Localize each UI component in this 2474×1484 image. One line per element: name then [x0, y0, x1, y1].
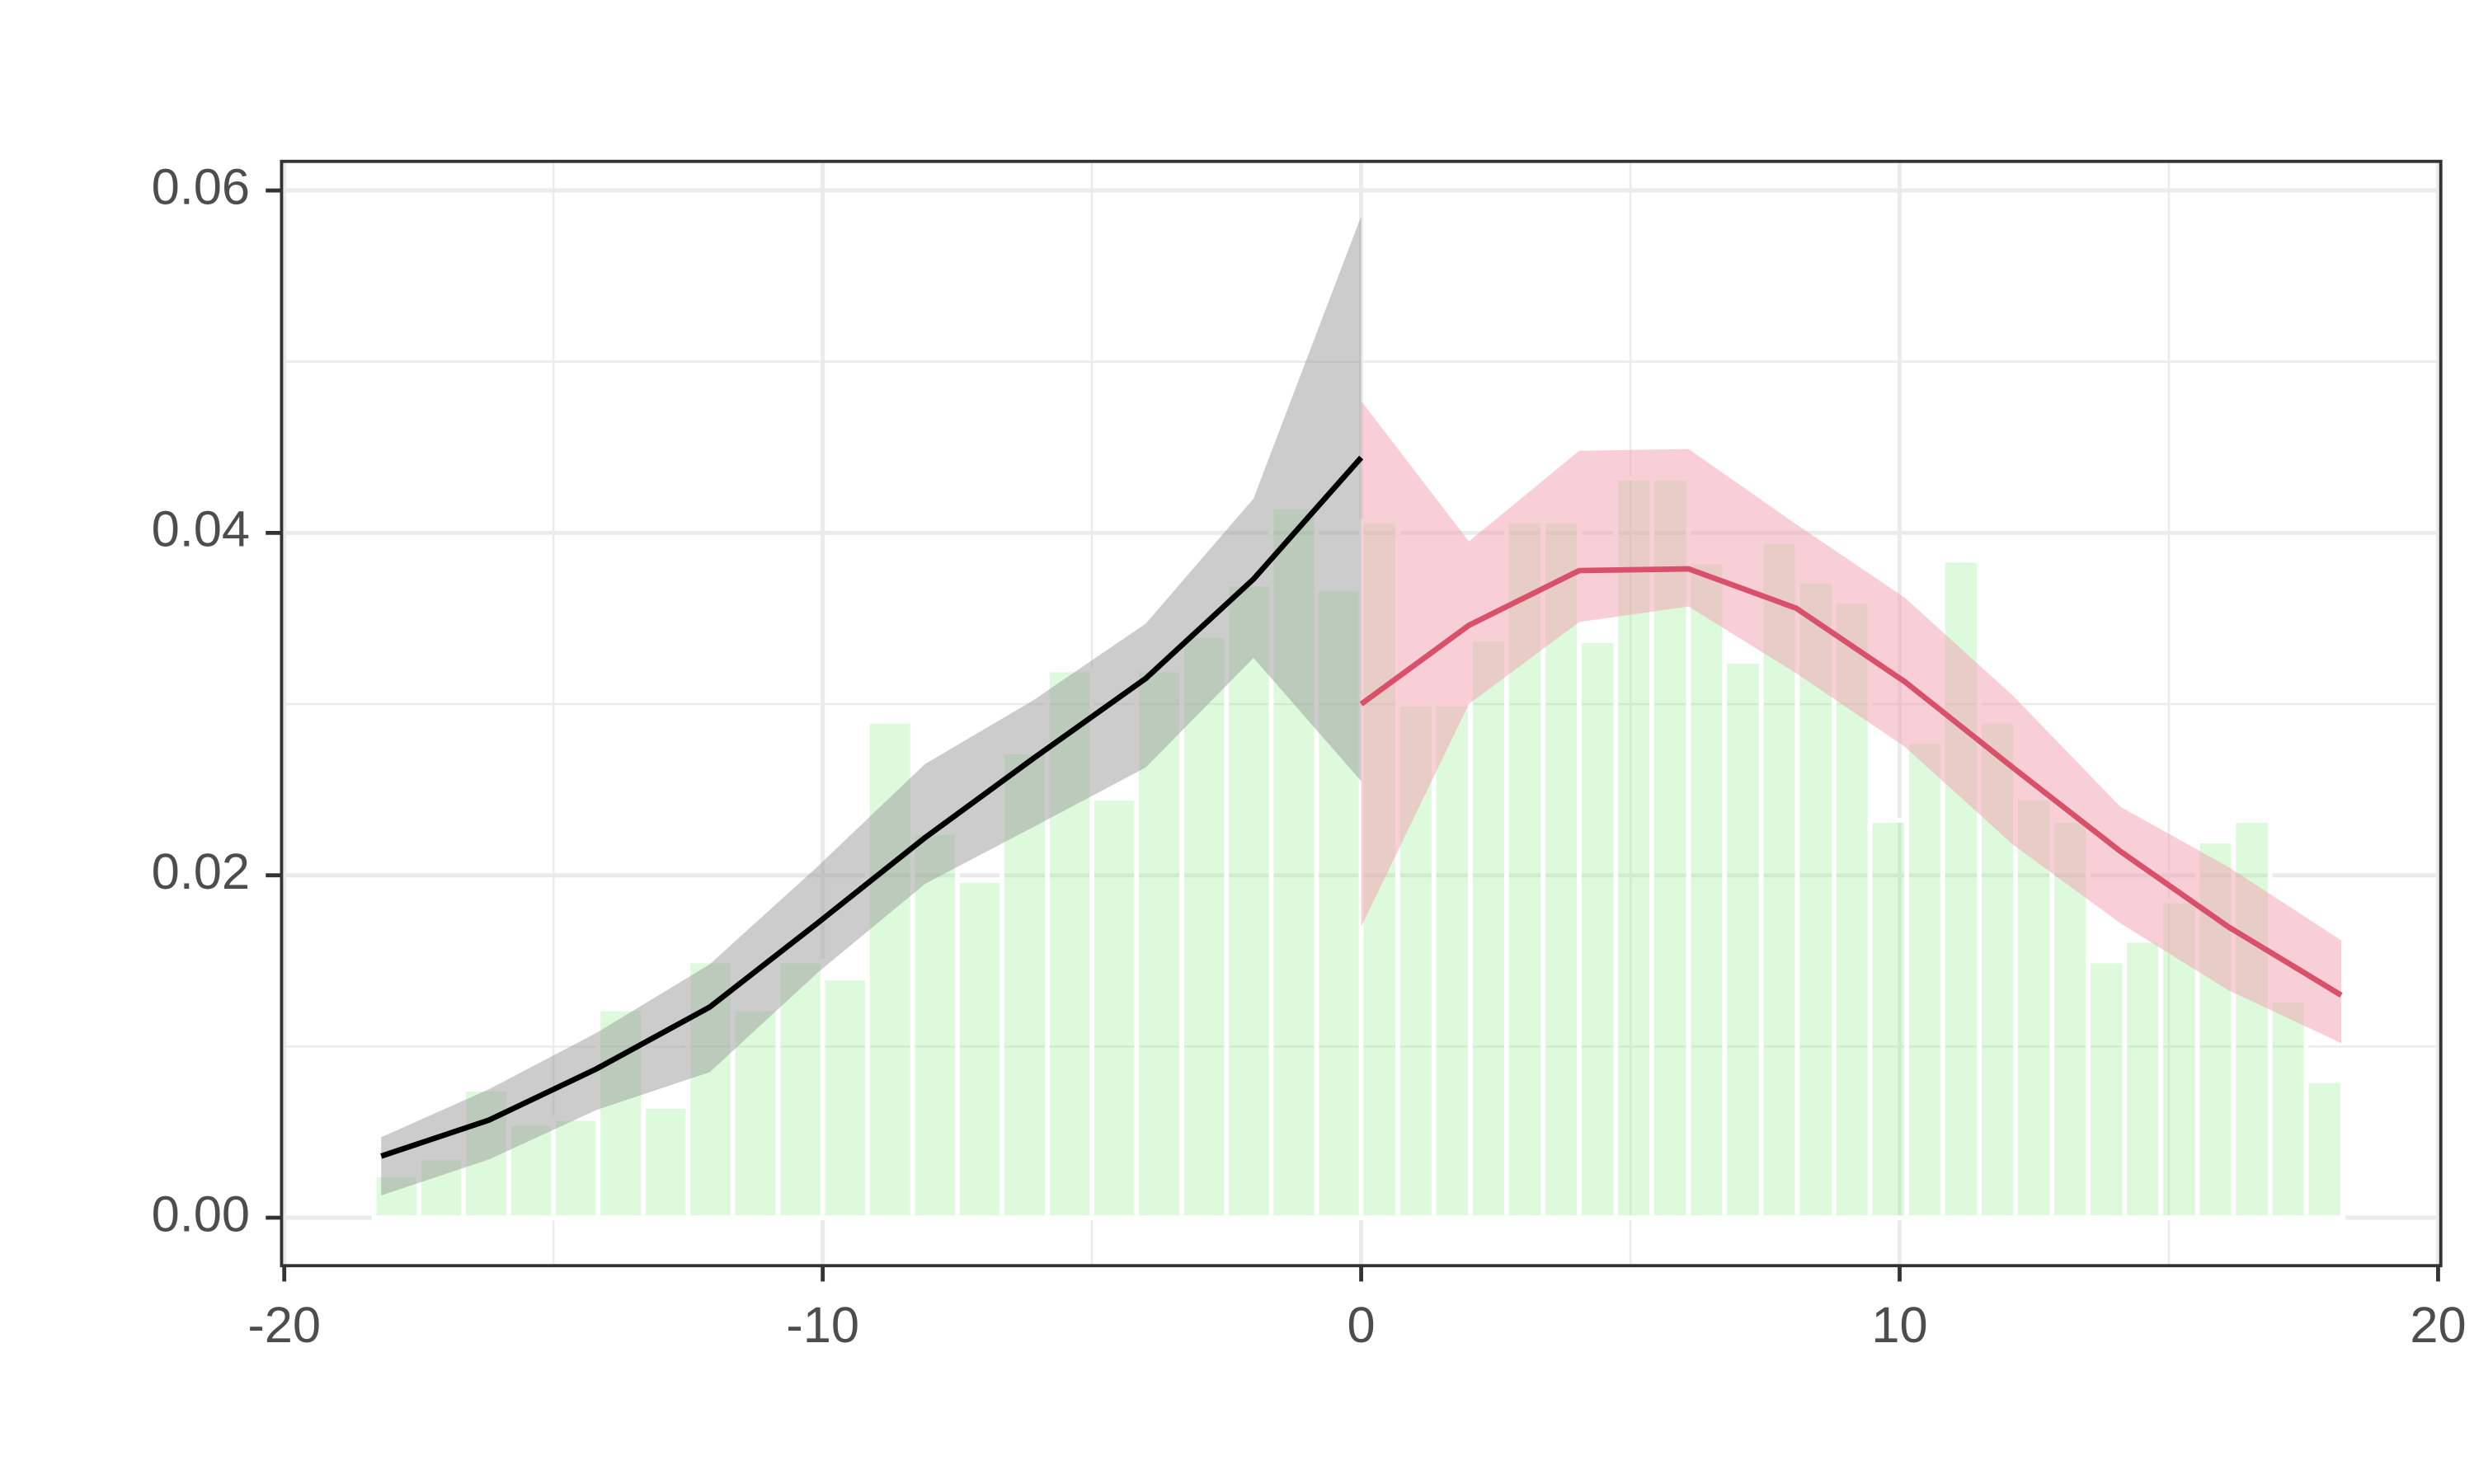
- bar: [954, 878, 1004, 1220]
- bar: [1577, 638, 1619, 1220]
- bar: [1867, 818, 1909, 1220]
- line: [1359, 566, 2343, 998]
- x-tick-label: 20: [2410, 1297, 2466, 1354]
- bar: [2303, 1078, 2345, 1220]
- line: [380, 455, 1364, 1159]
- y-tick-label: 0.04: [152, 501, 250, 558]
- x-tick-label: -20: [247, 1297, 321, 1354]
- x-tick-label: 10: [1871, 1297, 1927, 1354]
- bar: [820, 975, 870, 1220]
- bar: [2122, 937, 2164, 1220]
- bar: [551, 1115, 601, 1220]
- bar: [1089, 796, 1140, 1220]
- bar: [1179, 633, 1230, 1220]
- bar: [641, 1104, 691, 1220]
- bar: [1468, 636, 1509, 1220]
- x-tick-label: 0: [1348, 1297, 1376, 1354]
- x-tick-label: -10: [786, 1297, 859, 1354]
- bar: [1904, 739, 1945, 1220]
- bar: [2086, 958, 2128, 1220]
- bar: [1431, 702, 1473, 1220]
- bar: [910, 829, 960, 1220]
- bar: [2267, 998, 2309, 1220]
- confidence-band: [381, 216, 1362, 1196]
- bar: [775, 958, 825, 1220]
- bar: [1686, 559, 1728, 1220]
- bar: [1722, 659, 1764, 1220]
- confidence-band: [1361, 401, 2341, 1044]
- bar: [1224, 581, 1274, 1220]
- y-tick-label: 0.02: [152, 843, 250, 900]
- y-tick-label: 0.06: [152, 158, 250, 215]
- y-tick-label: 0.00: [152, 1186, 250, 1242]
